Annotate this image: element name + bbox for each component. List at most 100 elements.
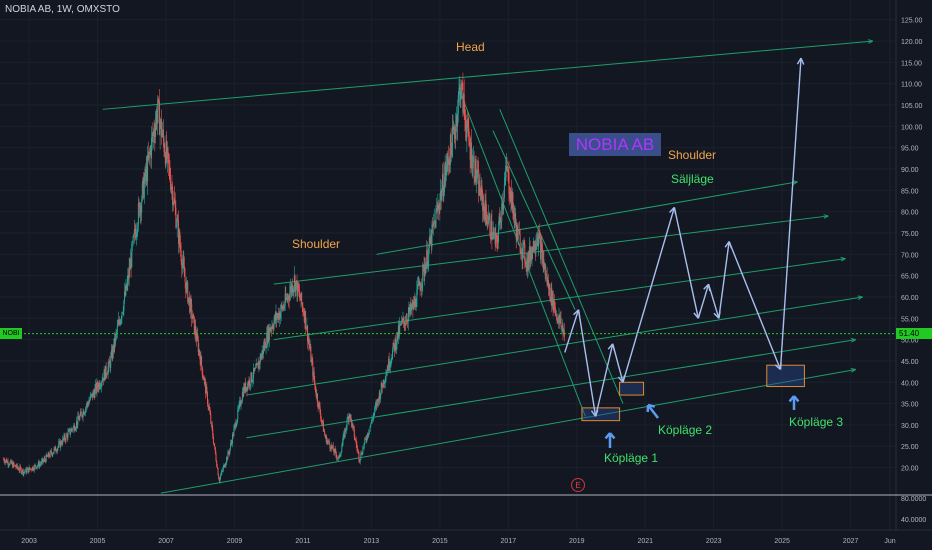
buy-zone-box[interactable] xyxy=(581,407,621,422)
candle-body xyxy=(546,274,548,275)
channel-line[interactable] xyxy=(246,296,863,396)
x-tick-label: 2017 xyxy=(501,538,517,545)
candle-body xyxy=(264,341,266,349)
candle-body xyxy=(402,317,404,321)
channel-line[interactable] xyxy=(246,339,856,439)
candle-body xyxy=(280,312,282,319)
candle-body xyxy=(501,203,503,222)
candle-body xyxy=(327,441,329,442)
candle-body xyxy=(207,404,209,407)
candle-body xyxy=(356,444,358,449)
buy-zone-box[interactable] xyxy=(766,364,805,388)
candle-body xyxy=(126,282,128,290)
projection-segment[interactable] xyxy=(564,309,580,353)
y-tick-label: 95.00 xyxy=(901,146,919,153)
candle-body xyxy=(16,464,18,468)
channel-line[interactable] xyxy=(102,40,873,110)
x-tick-label: 2019 xyxy=(569,538,585,545)
candle-body xyxy=(107,366,109,375)
projection-segment[interactable] xyxy=(707,283,720,319)
candle-body xyxy=(357,448,359,450)
candle-body xyxy=(461,82,463,95)
candlesticks xyxy=(2,72,565,484)
candle-body xyxy=(437,204,439,210)
candle-body xyxy=(522,243,524,259)
candle-body xyxy=(116,332,118,334)
candle-body xyxy=(334,449,336,451)
candle-body xyxy=(189,297,191,313)
candle-body xyxy=(452,126,454,131)
candle-body xyxy=(97,387,99,389)
candle-body xyxy=(524,261,526,266)
candle-body xyxy=(459,84,461,100)
projection-segment[interactable] xyxy=(718,241,730,319)
candle-body xyxy=(133,234,135,237)
projection-segment[interactable] xyxy=(577,309,597,417)
candle-body xyxy=(36,466,38,469)
channel-line[interactable] xyxy=(376,181,798,255)
candle-body xyxy=(342,436,344,443)
candle-body xyxy=(241,400,243,404)
candle-body xyxy=(370,419,372,424)
projection-segment[interactable] xyxy=(673,207,699,319)
candle-body xyxy=(47,456,49,457)
candle-body xyxy=(398,325,400,334)
candle-body xyxy=(369,426,371,432)
candle-body xyxy=(32,466,34,470)
candle-body xyxy=(250,372,252,385)
candle-body xyxy=(507,169,509,172)
candle-body xyxy=(233,425,235,429)
candle-body xyxy=(556,313,558,320)
candle-body xyxy=(557,319,559,324)
candle-body xyxy=(35,464,37,467)
candle-body xyxy=(482,203,484,212)
candle-body xyxy=(502,202,504,210)
candle-body xyxy=(201,356,203,367)
candle-body xyxy=(242,392,244,397)
candle-body xyxy=(5,459,7,461)
candle-body xyxy=(52,452,54,454)
channel-line[interactable] xyxy=(273,258,846,341)
candle-body xyxy=(353,425,355,429)
candle-body xyxy=(416,289,418,307)
candle-body xyxy=(453,127,455,135)
projection-segment[interactable] xyxy=(697,283,710,319)
channel-line[interactable] xyxy=(499,109,624,404)
candle-body xyxy=(359,459,361,462)
candle-body xyxy=(308,339,310,344)
projection-segment[interactable] xyxy=(612,343,624,383)
candle-body xyxy=(54,446,56,452)
candle-body xyxy=(148,151,150,158)
candle-body xyxy=(501,203,503,210)
candle-body xyxy=(338,454,340,457)
candle-body xyxy=(405,323,407,325)
candle-body xyxy=(532,240,534,252)
candle-body xyxy=(312,371,314,377)
candle-body xyxy=(139,205,141,216)
projection-segment[interactable] xyxy=(728,241,782,370)
candle-body xyxy=(212,428,214,437)
candle-body xyxy=(164,154,166,165)
buy-zone-3-label: Köpläge 3 xyxy=(789,415,844,429)
projection-segment[interactable] xyxy=(594,343,614,417)
projection-segment[interactable] xyxy=(622,207,676,383)
candle-body xyxy=(538,233,540,247)
candle-body xyxy=(323,431,325,433)
buy-zone-box[interactable] xyxy=(619,381,645,396)
earnings-marker-icon[interactable]: E xyxy=(571,478,585,492)
candle-body xyxy=(203,376,205,380)
candle-body xyxy=(305,327,307,330)
candle-body xyxy=(220,475,222,478)
sell-zone-label: Säljläge xyxy=(671,172,714,186)
candle-body xyxy=(404,323,406,327)
channel-line[interactable] xyxy=(160,368,856,494)
candle-body xyxy=(71,428,73,430)
candle-body xyxy=(222,470,224,472)
candle-body xyxy=(193,314,195,317)
candle-body xyxy=(99,382,101,388)
projection-segment[interactable] xyxy=(779,58,802,370)
candle-body xyxy=(321,420,323,423)
candle-body xyxy=(175,207,177,228)
channel-line[interactable] xyxy=(273,215,829,285)
